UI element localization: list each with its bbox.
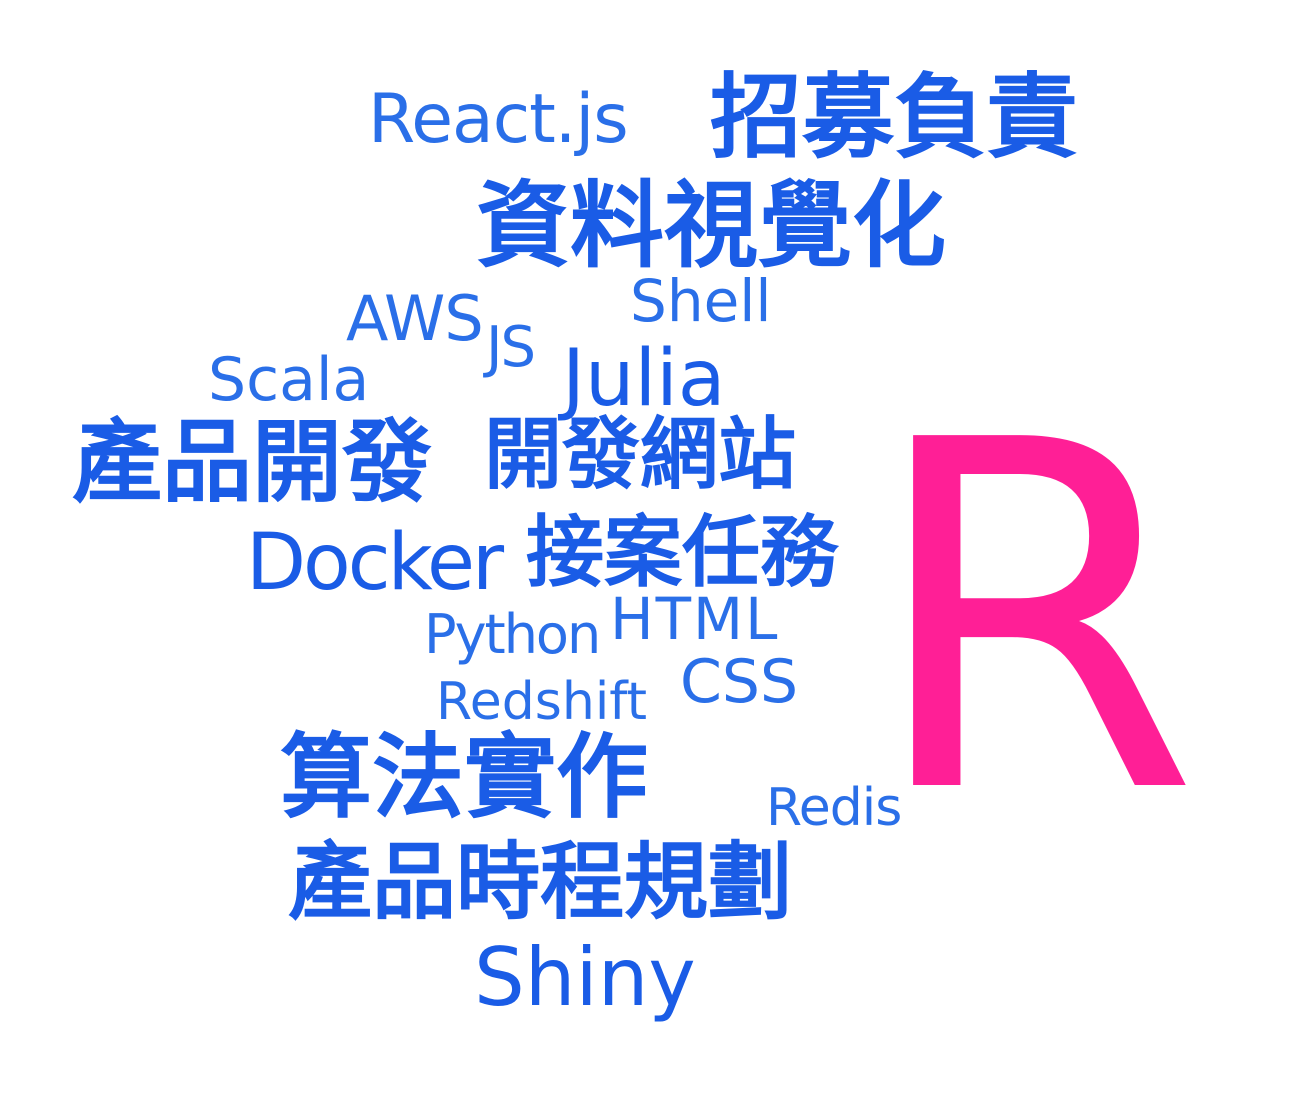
word-product-roadmap: 產品時程規劃 <box>288 833 793 931</box>
word-scala: Scala <box>208 345 370 415</box>
word-redshift: Redshift <box>436 672 648 732</box>
word-r: R <box>866 340 1200 899</box>
word-redis: Redis <box>766 778 902 838</box>
word-freelance-tasks: 接案任務 <box>526 508 839 598</box>
word-react-js: React.js <box>368 80 629 159</box>
word-html: HTML <box>610 585 780 653</box>
word-julia: Julia <box>562 334 726 424</box>
word-docker: Docker <box>246 518 504 608</box>
word-product-development: 產品開發 <box>72 410 432 515</box>
word-js: JS <box>486 315 536 380</box>
word-aws: AWS <box>346 282 484 355</box>
word-web-development: 開發網站 <box>484 410 797 500</box>
word-shell: Shell <box>630 267 772 335</box>
word-css: CSS <box>680 647 799 717</box>
word-data-visualization: 資料視覺化 <box>476 172 947 281</box>
word-shiny: Shiny <box>474 931 696 1024</box>
word-python: Python <box>424 603 601 666</box>
word-algorithm-implementation: 算法實作 <box>280 724 649 831</box>
word-recruit-lead: 招募負責 <box>710 64 1079 171</box>
